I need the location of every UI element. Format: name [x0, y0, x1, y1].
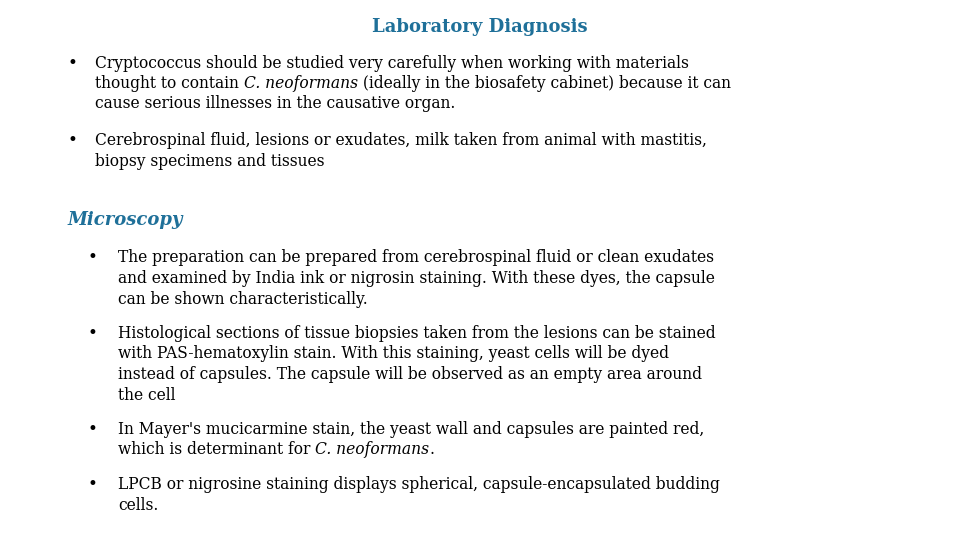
Text: Histological sections of tissue biopsies taken from the lesions can be stained: Histological sections of tissue biopsies…: [118, 325, 715, 342]
Text: •: •: [88, 325, 98, 342]
Text: Cryptococcus should be studied very carefully when working with materials: Cryptococcus should be studied very care…: [95, 55, 689, 71]
Text: instead of capsules. The capsule will be observed as an empty area around: instead of capsules. The capsule will be…: [118, 366, 702, 383]
Text: •: •: [68, 55, 78, 71]
Text: The preparation can be prepared from cerebrospinal fluid or clean exudates: The preparation can be prepared from cer…: [118, 249, 714, 267]
Text: (ideally in the biosafety cabinet) because it can: (ideally in the biosafety cabinet) becau…: [358, 75, 731, 92]
Text: thought to contain: thought to contain: [95, 75, 244, 92]
Text: •: •: [68, 132, 78, 149]
Text: can be shown characteristically.: can be shown characteristically.: [118, 291, 368, 307]
Text: C. neoformans: C. neoformans: [315, 442, 429, 458]
Text: with PAS-hematoxylin stain. With this staining, yeast cells will be dyed: with PAS-hematoxylin stain. With this st…: [118, 346, 669, 362]
Text: Microscopy: Microscopy: [68, 211, 183, 229]
Text: cause serious illnesses in the causative organ.: cause serious illnesses in the causative…: [95, 96, 455, 112]
Text: .: .: [429, 442, 434, 458]
Text: which is determinant for: which is determinant for: [118, 442, 315, 458]
Text: In Mayer's mucicarmine stain, the yeast wall and capsules are painted red,: In Mayer's mucicarmine stain, the yeast …: [118, 421, 705, 438]
Text: •: •: [88, 421, 98, 438]
Text: C. neoformans: C. neoformans: [244, 75, 358, 92]
Text: LPCB or nigrosine staining displays spherical, capsule-encapsulated budding: LPCB or nigrosine staining displays sphe…: [118, 476, 720, 493]
Text: biopsy specimens and tissues: biopsy specimens and tissues: [95, 152, 324, 170]
Text: Cerebrospinal fluid, lesions or exudates, milk taken from animal with mastitis,: Cerebrospinal fluid, lesions or exudates…: [95, 132, 707, 149]
Text: and examined by India ink or nigrosin staining. With these dyes, the capsule: and examined by India ink or nigrosin st…: [118, 270, 715, 287]
Text: •: •: [88, 476, 98, 493]
Text: •: •: [88, 249, 98, 267]
Text: cells.: cells.: [118, 496, 158, 514]
Text: Laboratory Diagnosis: Laboratory Diagnosis: [372, 18, 588, 36]
Text: the cell: the cell: [118, 387, 176, 403]
